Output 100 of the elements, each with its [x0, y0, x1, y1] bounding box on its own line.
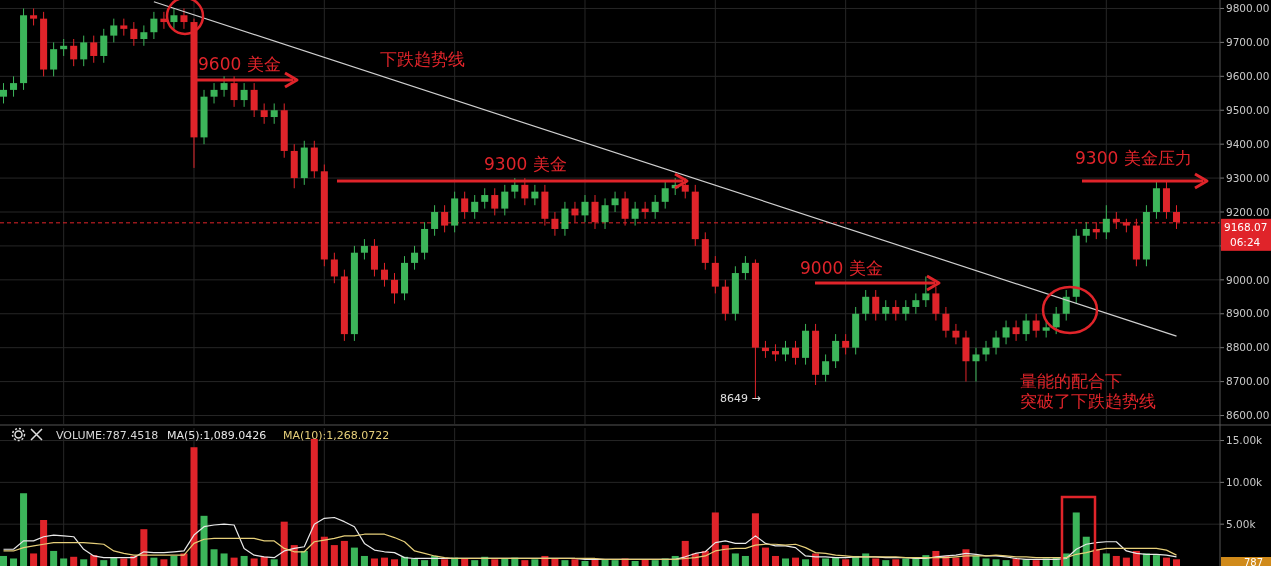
annotation: 9300 美金 — [484, 154, 567, 174]
bar — [882, 560, 890, 566]
bar — [330, 545, 338, 566]
bar — [160, 559, 168, 566]
candlestick — [1002, 320, 1010, 345]
bar — [421, 560, 429, 566]
annotation: VOLUME:787.4518 — [56, 428, 159, 442]
candlestick — [1052, 306, 1060, 335]
bar — [1172, 559, 1180, 566]
y-tick-label: 8800.00 — [1226, 341, 1270, 354]
bar — [581, 560, 589, 566]
y-tick-label: 9800.00 — [1226, 2, 1270, 15]
y-tick-label: 9600.00 — [1226, 70, 1270, 82]
candlestick — [260, 102, 268, 125]
bar — [390, 559, 399, 566]
text: 787 — [1244, 557, 1264, 566]
bar — [681, 540, 689, 566]
candlestick — [50, 41, 58, 77]
y-tick-label: 9300.00 — [1226, 171, 1270, 184]
annotation: 量能的配合下 — [1020, 371, 1122, 391]
text: 06:24 — [1230, 235, 1261, 248]
bar — [952, 557, 960, 566]
candlestick — [611, 191, 619, 213]
text: MA(5):1,089.0426 — [167, 428, 267, 442]
bar — [1142, 553, 1150, 566]
candlestick — [140, 24, 148, 47]
bar — [70, 556, 78, 566]
candlestick — [1062, 289, 1070, 322]
bar — [60, 558, 68, 566]
bar — [230, 557, 238, 566]
y-tick-label: 9700.00 — [1226, 36, 1270, 49]
bar — [471, 560, 479, 566]
bar — [771, 555, 779, 566]
candlestick — [942, 306, 950, 338]
bar — [1112, 555, 1120, 566]
bar — [120, 558, 128, 566]
bar — [531, 559, 539, 566]
annotation: 突破了下跌趋势线 — [1020, 391, 1156, 411]
bar — [1072, 512, 1080, 566]
y-tick-label: 10.00k — [1226, 476, 1264, 489]
annotation: 9600 美金 — [198, 54, 281, 74]
candlestick — [240, 82, 248, 108]
bar — [902, 558, 910, 566]
bar — [982, 558, 990, 566]
candlestick — [932, 286, 940, 322]
candlestick — [952, 323, 960, 345]
candlestick — [180, 7, 188, 30]
bar — [260, 556, 268, 566]
candlestick — [661, 180, 669, 210]
bar — [200, 515, 208, 566]
candlestick — [150, 11, 158, 40]
bar — [1152, 555, 1160, 566]
candlestick — [521, 177, 529, 206]
bar — [210, 549, 218, 566]
bar — [340, 540, 348, 566]
candlestick — [912, 292, 920, 315]
y-tick-label: 9500.00 — [1226, 103, 1270, 116]
bar — [10, 558, 18, 566]
bar — [842, 559, 850, 566]
y-tick-label: 8900.00 — [1226, 307, 1270, 320]
bar — [360, 555, 368, 566]
annotation: 下跌趋势线 — [380, 49, 465, 69]
candlestick — [501, 184, 509, 216]
candlestick — [110, 18, 118, 43]
line-series — [2, 533, 1178, 560]
candlestick — [1162, 180, 1170, 220]
candlestick — [1022, 313, 1030, 342]
candlestick — [431, 204, 439, 237]
candlestick — [390, 272, 399, 305]
candlestick — [561, 201, 569, 237]
candlestick — [892, 299, 900, 322]
bar — [30, 553, 38, 566]
bar — [792, 557, 800, 566]
bar — [90, 555, 98, 566]
candlestick — [70, 38, 78, 67]
candlestick — [922, 275, 930, 308]
bar — [721, 545, 729, 566]
candlestick — [822, 353, 830, 383]
y-tick-label: 5.00k — [1226, 517, 1257, 530]
candlestick — [90, 35, 98, 64]
bar — [380, 557, 388, 566]
candlestick — [170, 7, 178, 30]
text: MA(10):1,268.0722 — [283, 428, 390, 442]
bar — [972, 555, 980, 566]
candlestick — [210, 82, 218, 104]
bar — [1102, 553, 1110, 566]
candlestick — [220, 75, 228, 98]
candlestick — [982, 340, 990, 362]
candlestick — [1032, 313, 1040, 338]
bar — [370, 558, 378, 566]
candlestick — [832, 333, 840, 369]
candlestick — [972, 347, 980, 383]
candlestick — [100, 28, 108, 64]
bar — [1032, 560, 1040, 566]
candlestick — [631, 201, 639, 227]
bar — [822, 558, 830, 566]
ref-line-label: 9168.07 — [1224, 220, 1268, 233]
candlestick — [882, 299, 890, 322]
candlestick — [842, 333, 850, 355]
candlestick — [701, 231, 709, 271]
